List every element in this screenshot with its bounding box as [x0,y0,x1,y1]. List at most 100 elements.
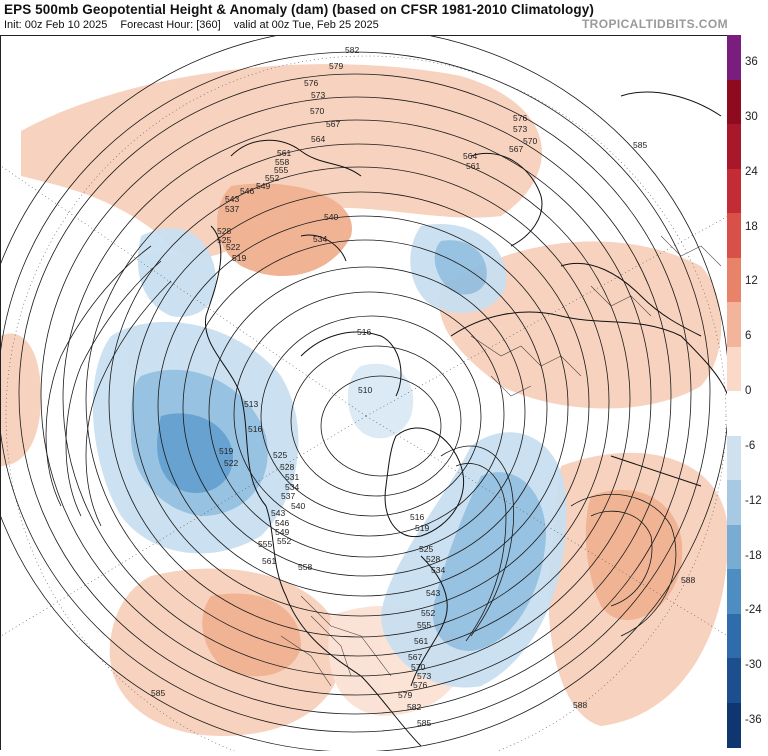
map-svg: 582 579 576 573 570 567 564 561 558 555 … [0,27,730,756]
contour-label: 522 [226,242,240,252]
contour-label: 561 [262,556,276,566]
contour-label: 567 [509,144,523,154]
contour-label: 543 [225,194,239,204]
contour-label: 534 [431,565,445,575]
colorbar-tick-label: -6 [745,439,756,452]
contour-label: 570 [523,136,537,146]
contour-label: 552 [421,608,435,618]
colorbar-tick-label: -24 [745,604,762,617]
contour-label: 519 [415,523,429,533]
polar-stereographic-map: 582 579 576 573 570 567 564 561 558 555 … [0,27,730,756]
init-time: Init: 00z Feb 10 2025 [4,19,108,31]
contour-label: 585 [151,688,165,698]
forecast-hour: Forecast Hour: [360] [120,19,221,31]
colorbar-segment [727,302,741,347]
lat-lon-grid [0,55,729,756]
valid-time: valid at 00z Tue, Feb 25 2025 [233,19,379,31]
contour-label: 576 [513,113,527,123]
contour-label: 579 [398,690,412,700]
chart-title: EPS 500mb Geopotential Height & Anomaly … [4,2,594,17]
colorbar-segment [727,569,741,614]
colorbar-tick-label: -30 [745,659,762,672]
colorbar-tick-label: -18 [745,549,762,562]
contour-label: 561 [414,636,428,646]
colorbar-segment [727,613,741,659]
colorbar-tick-label: -12 [745,494,762,507]
contour-label: 570 [310,106,324,116]
positive-anomaly-shading [1,64,728,736]
colorbar-segment [727,480,741,525]
contour-label: 582 [407,702,421,712]
contour-label: 558 [275,157,289,167]
contour-label: 525 [217,235,231,245]
contour-label: 561 [466,161,480,171]
contour-label: 585 [633,140,647,150]
contour-label: 567 [408,652,422,662]
contour-label: 555 [258,539,272,549]
country-borders [280,235,722,687]
forecast-subtitle: Init: 00z Feb 10 2025 Forecast Hour: [36… [4,19,389,31]
contour-label: 528 [217,226,231,236]
brand-watermark: TROPICALTIDBITS.COM [581,17,728,31]
contour-label: 576 [304,78,318,88]
colorbar-segment [727,124,741,169]
contour-label: 540 [291,501,305,511]
contour-label: 519 [232,253,246,263]
height-contours [0,27,730,753]
contour-label: 579 [329,61,343,71]
contour-label: 573 [513,124,527,134]
colorbar-segment [727,435,741,481]
contour-label: 552 [277,536,291,546]
contour-label: 546 [275,518,289,528]
contour-label: 582 [345,45,359,55]
colorbar-segment [727,257,741,303]
colorbar-tick-label: 0 [745,385,752,397]
contour-label: 555 [274,165,288,175]
anomaly-colorbar: 36 30 24 18 12 6 0 -6 -12 -18 -24 -30 -36 [727,35,768,750]
colorbar-segment [727,346,741,392]
colorbar-segment [727,702,741,748]
contour-labels: 582 579 576 573 570 567 564 561 558 555 … [151,45,695,728]
contour-label: 528 [426,554,440,564]
contour-label: 534 [285,482,299,492]
contour-label: 537 [281,491,295,501]
contour-label: 528 [280,462,294,472]
contour-label: 585 [417,718,431,728]
colorbar-segment [727,79,741,125]
contour-label: 516 [410,512,424,522]
contour-label: 558 [298,562,312,572]
contour-label: 522 [224,458,238,468]
contour-label: 573 [311,90,325,100]
contour-label: 573 [417,671,431,681]
colorbar-segment [727,524,741,570]
colorbar-segment [727,35,741,80]
colorbar-tick-label: 6 [745,330,752,343]
colorbar-tick-label: -36 [745,714,762,726]
colorbar-segment [727,658,741,703]
colorbar-tick-label: 24 [745,165,758,178]
contour-label: 564 [463,151,477,161]
contour-label: 549 [275,527,289,537]
colorbar-tick-label: 30 [745,110,758,123]
contour-label: 537 [225,204,239,214]
contour-label: 555 [417,620,431,630]
colorbar-tick-label: 36 [745,56,758,68]
contour-label: 588 [573,700,587,710]
colorbar-segment [727,391,741,436]
contour-label: 576 [413,680,427,690]
contour-label: 567 [326,119,340,129]
colorbar-tick-label: 18 [745,220,758,233]
contour-label: 564 [311,134,325,144]
contour-label: 516 [357,327,371,337]
contour-label: 561 [277,148,291,158]
contour-label: 531 [285,472,299,482]
contour-label: 516 [248,424,262,434]
contour-label: 525 [419,544,433,554]
contour-label: 543 [271,508,285,518]
contour-label: 552 [265,173,279,183]
contour-label: 525 [273,450,287,460]
contour-label: 588 [681,575,695,585]
contour-label: 513 [244,399,258,409]
contour-label: 543 [426,588,440,598]
contour-label: 519 [219,446,233,456]
